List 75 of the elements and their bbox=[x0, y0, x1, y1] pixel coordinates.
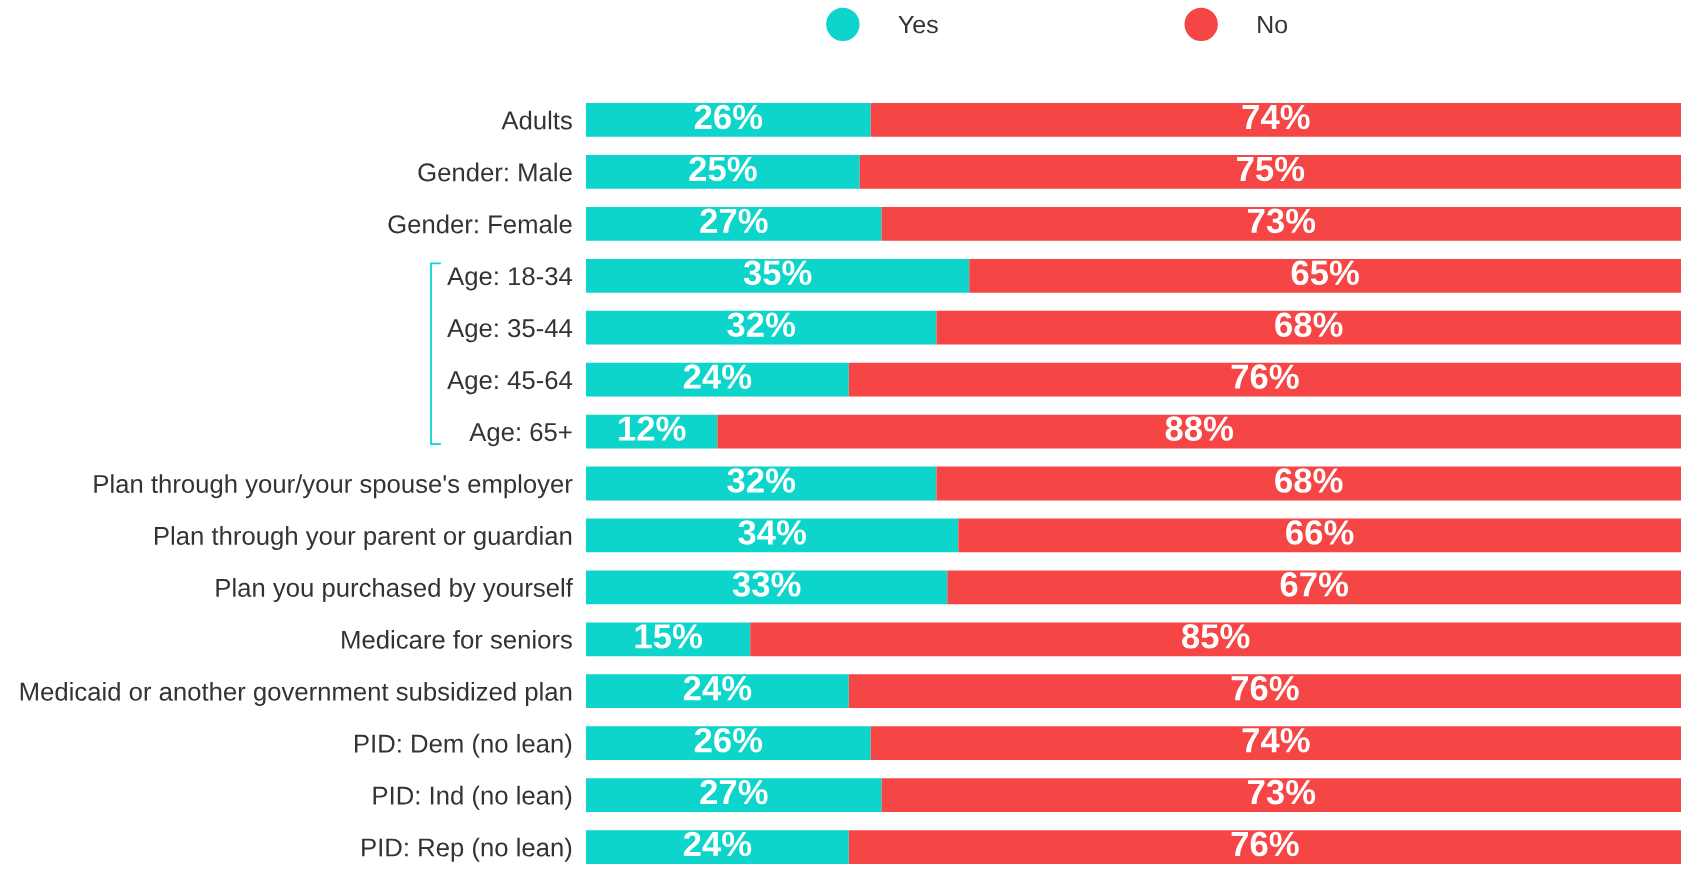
data-label: 26% bbox=[694, 727, 763, 753]
bar bbox=[586, 518, 959, 553]
bar bbox=[936, 466, 1681, 501]
y-tick-label: PID: Ind (no lean) bbox=[373, 785, 572, 810]
bar bbox=[947, 570, 1681, 605]
bar bbox=[870, 726, 1681, 761]
bar bbox=[586, 206, 882, 241]
y-tick-label: Age: 65+ bbox=[469, 422, 572, 447]
data-label: 74% bbox=[1242, 104, 1310, 130]
y-tick-label: PID: Dem (no lean) bbox=[355, 733, 572, 758]
data-label: 24% bbox=[683, 831, 752, 857]
y-tick-label: Gender: Male bbox=[418, 162, 572, 182]
data-label: 35% bbox=[743, 260, 812, 286]
bar bbox=[848, 674, 1681, 709]
data-label: 25% bbox=[689, 156, 757, 182]
bar bbox=[586, 466, 937, 501]
data-label: 68% bbox=[1275, 312, 1343, 338]
bar bbox=[586, 830, 849, 864]
data-label: 32% bbox=[727, 312, 796, 338]
bar bbox=[750, 622, 1681, 657]
data-label: 27% bbox=[700, 208, 768, 234]
y-tick-label: Adults bbox=[501, 110, 572, 130]
data-label: 12% bbox=[619, 416, 686, 441]
bar bbox=[848, 830, 1681, 864]
bar bbox=[586, 258, 970, 293]
bar bbox=[958, 518, 1681, 553]
y-tick-label: Gender: Female bbox=[388, 214, 572, 234]
bar bbox=[848, 362, 1681, 397]
y-tick-label: Plan through your parent or guardian bbox=[154, 526, 572, 551]
data-label: 88% bbox=[1165, 416, 1234, 441]
legend-label: No bbox=[1258, 15, 1288, 34]
bar bbox=[586, 155, 860, 189]
bar bbox=[586, 674, 849, 709]
data-label: 74% bbox=[1242, 727, 1310, 753]
data-label: 15% bbox=[635, 624, 702, 649]
data-label: 76% bbox=[1231, 831, 1299, 857]
y-tick-label: Medicare for seniors bbox=[342, 629, 572, 649]
bar bbox=[586, 570, 948, 605]
bar bbox=[717, 414, 1681, 449]
data-label: 85% bbox=[1181, 624, 1250, 649]
y-tick-label: Plan through your/your spouse's employer bbox=[94, 474, 573, 499]
bar bbox=[859, 155, 1681, 189]
data-label: 33% bbox=[732, 572, 801, 597]
data-label: 67% bbox=[1280, 572, 1349, 597]
bar bbox=[586, 778, 882, 812]
data-label: 76% bbox=[1231, 364, 1299, 389]
bar bbox=[969, 258, 1681, 293]
data-label: 27% bbox=[700, 779, 768, 805]
data-label: 75% bbox=[1237, 156, 1305, 182]
y-tick-label: Age: 18-34 bbox=[447, 267, 573, 291]
bar bbox=[870, 103, 1681, 137]
data-label: 68% bbox=[1275, 468, 1343, 493]
bar bbox=[586, 103, 871, 137]
data-label: 73% bbox=[1248, 779, 1316, 805]
y-tick-label: Plan you purchased by yourself bbox=[216, 578, 573, 603]
bar bbox=[586, 362, 849, 397]
data-label: 65% bbox=[1291, 260, 1359, 286]
bar bbox=[881, 206, 1681, 241]
bar bbox=[586, 726, 871, 761]
bar bbox=[586, 310, 937, 345]
data-label: 24% bbox=[683, 675, 752, 701]
y-tick-label: PID: Rep (no lean) bbox=[362, 837, 572, 862]
y-tick-label: Age: 35-44 bbox=[447, 319, 573, 343]
bar bbox=[936, 310, 1681, 345]
legend-label: Yes bbox=[898, 15, 938, 34]
data-label: 32% bbox=[727, 468, 796, 493]
bar bbox=[881, 778, 1681, 812]
data-label: 73% bbox=[1248, 208, 1316, 234]
y-tick-label: Age: 45-64 bbox=[447, 371, 573, 395]
data-label: 76% bbox=[1231, 675, 1299, 701]
data-label: 66% bbox=[1286, 520, 1354, 545]
data-label: 24% bbox=[683, 364, 752, 389]
data-label: 34% bbox=[738, 520, 806, 545]
y-tick-label: Medicaid or another government subsidized plan bbox=[20, 681, 572, 706]
data-label: 26% bbox=[694, 104, 763, 130]
